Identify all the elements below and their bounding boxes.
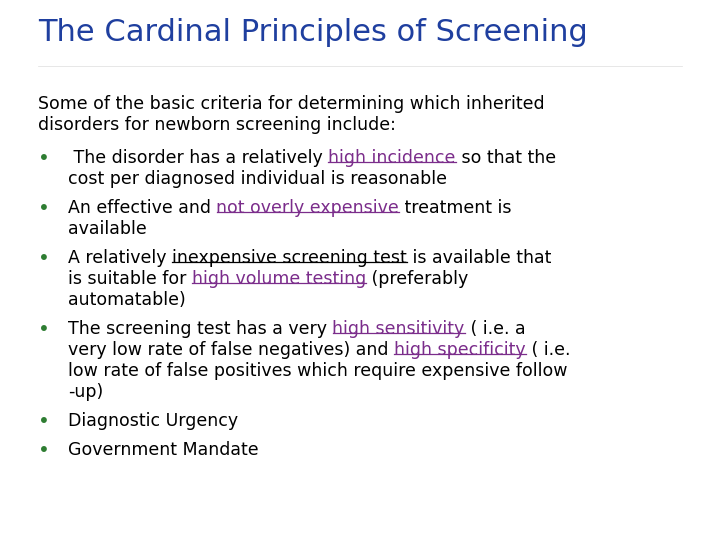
Text: so that the: so that the: [456, 149, 556, 167]
Text: Diagnostic Urgency: Diagnostic Urgency: [68, 412, 238, 430]
Text: low rate of false positives which require expensive follow: low rate of false positives which requir…: [68, 362, 567, 380]
Text: (preferably: (preferably: [366, 270, 469, 288]
Text: A relatively: A relatively: [68, 249, 172, 267]
Text: -up): -up): [68, 383, 103, 401]
Text: high volume testing: high volume testing: [192, 270, 366, 288]
Text: •: •: [38, 199, 50, 218]
Text: The screening test has a very: The screening test has a very: [68, 320, 333, 338]
Text: ( i.e.: ( i.e.: [526, 341, 570, 359]
Text: high incidence: high incidence: [328, 149, 456, 167]
Text: Government Mandate: Government Mandate: [68, 441, 258, 459]
Text: The disorder has a relatively: The disorder has a relatively: [68, 149, 328, 167]
Text: very low rate of false negatives) and: very low rate of false negatives) and: [68, 341, 394, 359]
Text: •: •: [38, 249, 50, 268]
Text: high specificity: high specificity: [394, 341, 526, 359]
Text: Some of the basic criteria for determining which inherited: Some of the basic criteria for determini…: [38, 95, 544, 113]
Text: automatable): automatable): [68, 291, 186, 309]
Text: An effective and: An effective and: [68, 199, 217, 217]
Text: •: •: [38, 412, 50, 431]
Text: The Cardinal Principles of Screening: The Cardinal Principles of Screening: [38, 18, 588, 47]
Text: not overly expensive: not overly expensive: [217, 199, 400, 217]
Text: ( i.e. a: ( i.e. a: [464, 320, 526, 338]
Text: is suitable for: is suitable for: [68, 270, 192, 288]
Text: •: •: [38, 149, 50, 168]
Text: is available that: is available that: [407, 249, 551, 267]
Text: inexpensive screening test: inexpensive screening test: [172, 249, 407, 267]
Text: treatment is: treatment is: [400, 199, 512, 217]
Text: available: available: [68, 220, 147, 238]
Text: •: •: [38, 320, 50, 339]
Text: high sensitivity: high sensitivity: [333, 320, 464, 338]
Text: disorders for newborn screening include:: disorders for newborn screening include:: [38, 116, 396, 134]
Text: •: •: [38, 441, 50, 460]
Text: cost per diagnosed individual is reasonable: cost per diagnosed individual is reasona…: [68, 170, 447, 188]
